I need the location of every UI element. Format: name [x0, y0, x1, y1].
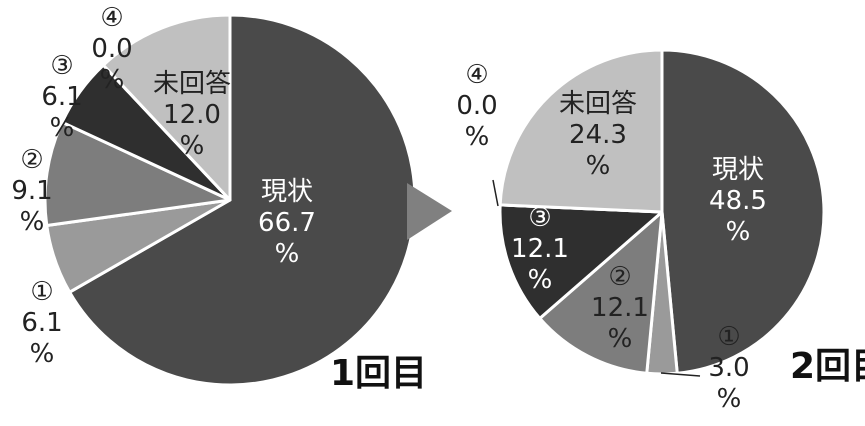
- pie-slice: [538, 210, 664, 375]
- pie-slice: [498, 48, 664, 214]
- pie-slice: [660, 48, 826, 375]
- slice-label: 現状 48.5%: [709, 155, 767, 247]
- chart-title: 2回目: [790, 346, 865, 387]
- pie-slice: [68, 13, 417, 387]
- pie-slice: [43, 120, 232, 227]
- arrow-right-icon: [407, 183, 452, 240]
- slice-label: ④ 0.0%: [456, 60, 497, 152]
- leader-line: [660, 372, 701, 377]
- slice-label: ④ 0.0%: [91, 3, 132, 95]
- slice-label: ③ 6.1%: [41, 51, 82, 143]
- slice-label: ② 12.1%: [591, 262, 649, 354]
- pie-slice: [498, 203, 664, 320]
- chart-title: 1回目: [330, 353, 427, 394]
- slice-label: 現状 66.7%: [258, 177, 316, 269]
- slice-label: ② 9.1%: [11, 145, 52, 237]
- pie-slice: [101, 13, 232, 202]
- slice-label: 未回答 24.3%: [559, 89, 637, 181]
- slice-label: ① 3.0%: [708, 322, 749, 414]
- pie-chart-first: 現状 66.7 % ① 6.1 % ② 9.1 %③ 6.1 %④ 0.0% 未回答 12.0 % 1回目: [11, 3, 427, 394]
- leader-line: [492, 179, 499, 207]
- slice-label: ③ 12.1%: [511, 203, 569, 295]
- slice-label: ① 6.1%: [21, 277, 62, 369]
- slice-label: 未回答 12.0%: [153, 69, 231, 161]
